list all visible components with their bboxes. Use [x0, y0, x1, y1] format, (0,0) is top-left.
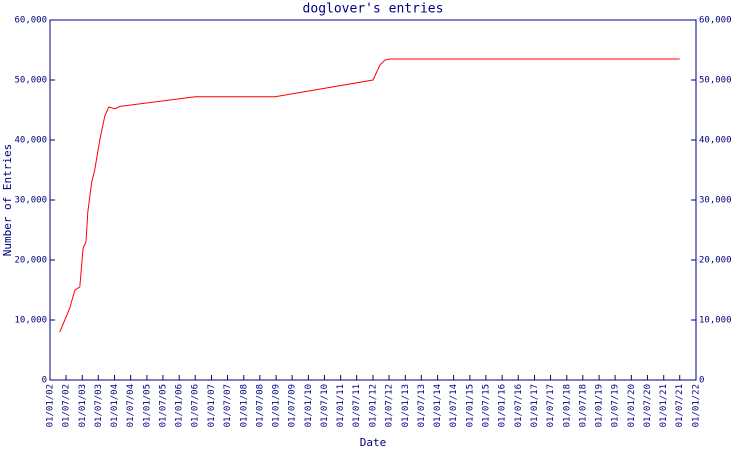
y-tick-label: 60,000	[14, 16, 47, 26]
x-tick-label: 01/07/09	[288, 384, 298, 427]
x-tick-label: 01/07/03	[94, 384, 104, 427]
y-tick-label: 50,000	[699, 76, 732, 86]
x-tick-label: 01/07/15	[481, 384, 491, 427]
x-tick-label: 01/01/04	[110, 384, 120, 427]
x-tick-label: 01/07/11	[352, 384, 362, 427]
x-tick-label: 01/07/20	[643, 384, 653, 427]
x-tick-label: 01/07/17	[546, 384, 556, 427]
x-tick-label: 01/01/14	[433, 384, 443, 427]
x-tick-label: 01/01/13	[401, 384, 411, 427]
x-tick-label: 01/01/09	[272, 384, 282, 427]
x-tick-label: 01/01/08	[239, 384, 249, 427]
chart-title: doglover's entries	[303, 2, 444, 17]
data-line	[59, 58, 680, 333]
x-tick-label: 01/07/08	[255, 384, 265, 427]
x-tick-label: 01/01/15	[465, 384, 475, 427]
x-tick-label: 01/07/21	[675, 384, 685, 427]
x-tick-label: 01/07/10	[320, 384, 330, 427]
x-tick-label: 01/07/06	[191, 384, 201, 427]
x-tick-label: 01/01/06	[175, 384, 185, 427]
x-tick-label: 01/01/12	[368, 384, 378, 427]
x-tick-label: 01/07/18	[578, 384, 588, 427]
y-tick-label: 0	[42, 376, 47, 386]
y-tick-label: 20,000	[699, 256, 732, 266]
y-tick-label: 50,000	[14, 76, 47, 86]
x-tick-label: 01/01/03	[78, 384, 88, 427]
y-tick-label: 0	[699, 376, 704, 386]
x-tick-label: 01/07/02	[62, 384, 72, 427]
y-tick-label: 10,000	[14, 316, 47, 326]
x-tick-label: 01/01/22	[692, 384, 702, 427]
x-tick-label: 01/01/02	[46, 384, 56, 427]
x-tick-label: 01/01/16	[498, 384, 508, 427]
y-tick-label: 40,000	[14, 136, 47, 146]
x-tick-label: 01/01/18	[562, 384, 572, 427]
x-tick-label: 01/07/04	[126, 384, 136, 427]
y-tick-label: 10,000	[699, 316, 732, 326]
x-tick-label: 01/07/07	[223, 384, 233, 427]
x-tick-label: 01/07/16	[514, 384, 524, 427]
x-tick-label: 01/01/21	[659, 384, 669, 427]
x-axis-label: Date	[360, 436, 387, 449]
x-tick-label: 01/01/19	[595, 384, 605, 427]
x-tick-label: 01/07/13	[417, 384, 427, 427]
x-tick-label: 01/01/20	[627, 384, 637, 427]
y-tick-label: 30,000	[14, 196, 47, 206]
x-tick-label: 01/01/11	[336, 384, 346, 427]
y-tick-label: 30,000	[699, 196, 732, 206]
x-tick-label: 01/01/05	[142, 384, 152, 427]
y-tick-label: 40,000	[699, 136, 732, 146]
x-tick-label: 01/01/17	[530, 384, 540, 427]
x-tick-label: 01/07/12	[385, 384, 395, 427]
y-axis-label: Number of Entries	[1, 144, 14, 257]
x-tick-label: 01/01/07	[207, 384, 217, 427]
x-tick-label: 01/07/05	[158, 384, 168, 427]
y-tick-label: 20,000	[14, 256, 47, 266]
x-tick-label: 01/07/19	[611, 384, 621, 427]
plot-frame	[49, 19, 697, 381]
x-tick-label: 01/01/10	[304, 384, 314, 427]
y-tick-label: 60,000	[699, 16, 732, 26]
x-tick-label: 01/07/14	[449, 384, 459, 427]
